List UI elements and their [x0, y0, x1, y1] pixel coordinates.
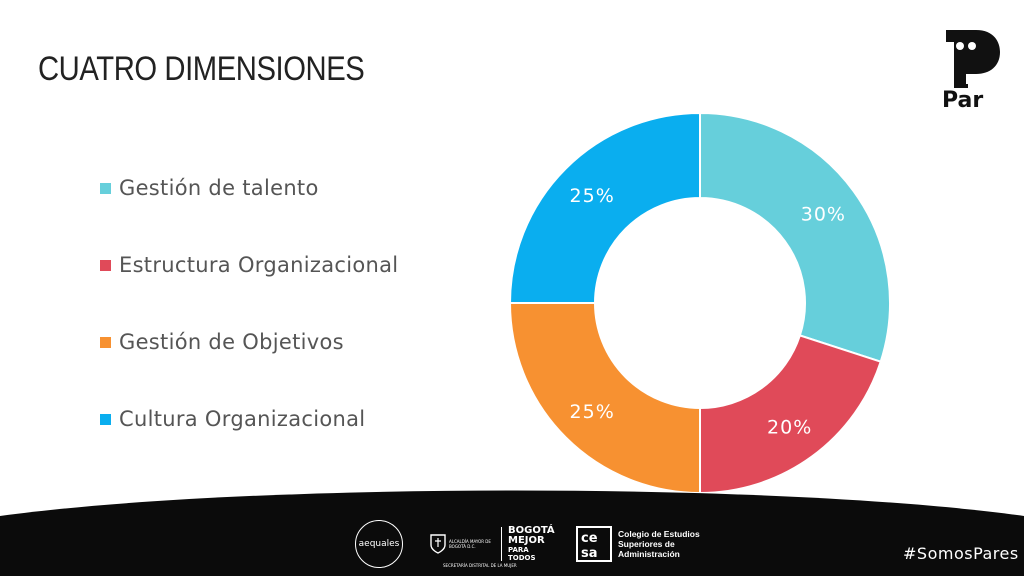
slice-data-label: 30% — [801, 203, 846, 225]
footer-band — [0, 490, 1024, 576]
donut-slice — [508, 302, 701, 495]
donut-slice — [508, 111, 701, 304]
par-logo-icon — [946, 30, 1000, 88]
donut-chart: 30% 20% 25% 25% — [508, 111, 891, 495]
legend-label: Cultura Organizacional — [119, 407, 366, 431]
secretaria-text: SECRETARÍA DISTRITAL DE LA MUJER — [443, 563, 517, 568]
legend-swatch — [100, 336, 111, 348]
legend-swatch — [100, 182, 111, 194]
legend-item: Gestión de talento — [100, 170, 398, 206]
legend-item: Cultura Organizacional — [100, 401, 398, 437]
slice-data-label: 25% — [570, 185, 615, 207]
cesa-logo-icon: ce sa — [576, 526, 612, 562]
svg-text:ce: ce — [581, 531, 598, 546]
aequales-logo: aequales — [355, 520, 403, 568]
legend-swatch — [100, 413, 111, 425]
slice-data-label: 20% — [767, 416, 812, 438]
alcaldia-text: ALCALDÍA MAYOR DE BOGOTÁ D.C. — [449, 539, 491, 549]
legend-label: Estructura Organizacional — [119, 253, 399, 277]
donut-slice — [699, 334, 882, 495]
legend-label: Gestión de Objetivos — [119, 330, 344, 354]
partner-divider — [501, 527, 502, 561]
slide-title: CUATRO DIMENSIONES — [38, 50, 365, 88]
legend-item: Gestión de Objetivos — [100, 324, 398, 360]
partner-logos: aequales ALCALDÍA MAYOR DE BOGOTÁ D.C. B… — [355, 518, 728, 570]
svg-text:sa: sa — [581, 546, 598, 561]
par-logo-text: Par — [942, 88, 984, 113]
bogota-crest-icon — [430, 534, 446, 554]
legend-item: Estructura Organizacional — [100, 247, 398, 283]
legend-label: Gestión de talento — [119, 176, 319, 200]
donut-slice — [699, 111, 891, 363]
hashtag: #SomosPares — [903, 544, 1019, 563]
slice-data-label: 25% — [570, 401, 615, 423]
cesa-logo-text: Colegio de Estudios Superiores de Admini… — [618, 529, 700, 559]
legend-swatch — [100, 259, 111, 271]
bogota-logo-text: BOGOTÁ MEJOR PARA TODOS — [508, 525, 555, 563]
chart-legend: Gestión de talento Estructura Organizacio… — [100, 170, 398, 478]
